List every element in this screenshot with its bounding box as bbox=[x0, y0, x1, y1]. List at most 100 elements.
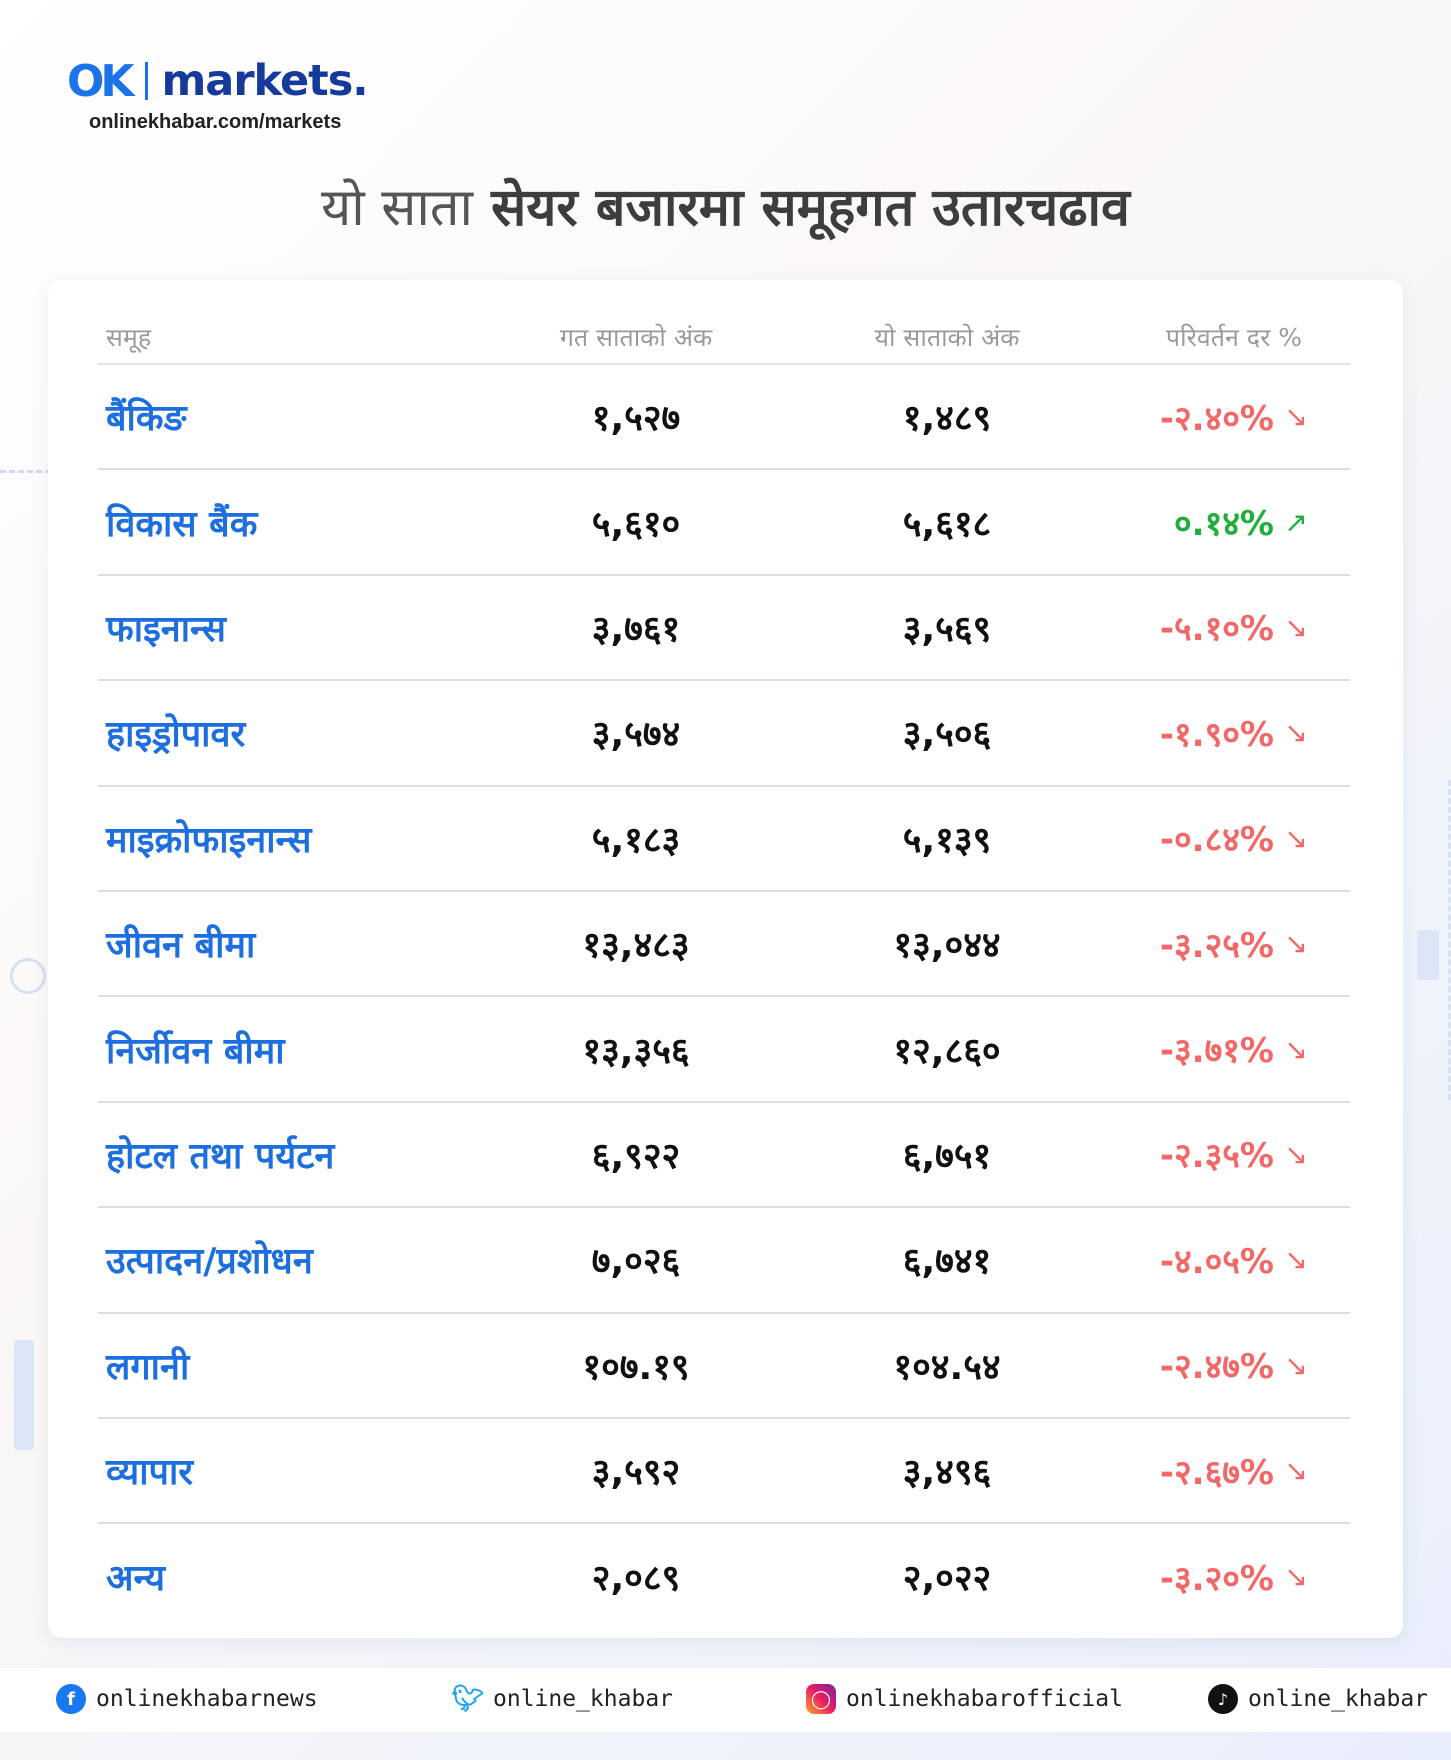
group-name: होटल तथा पर्यटन bbox=[106, 1135, 335, 1177]
last-week-value: १,५२७ bbox=[591, 398, 681, 440]
this-week-value: ६,७४१ bbox=[902, 1241, 992, 1283]
this-week-value: ५,१३९ bbox=[902, 819, 992, 861]
facebook-icon: f bbox=[56, 1684, 86, 1714]
change-cell: -२.३५% ↘ bbox=[1100, 1131, 1350, 1177]
group-name: अन्य bbox=[106, 1558, 166, 1600]
arrow-down-right-icon: ↘ bbox=[1284, 927, 1308, 961]
table-row: उत्पादन/प्रशोधन ७,०२६ ६,७४१ -४.०५% ↘ bbox=[98, 1208, 1350, 1314]
table-row: निर्जीवन बीमा १३,३५६ १२,८६० -३.७१% ↘ bbox=[98, 997, 1350, 1103]
social-footer: f onlinekhabarnews 🐦︎ online_khabar ◯ on… bbox=[0, 1668, 1451, 1732]
last-week-value: १३,३५६ bbox=[582, 1030, 690, 1072]
change-cell: -५.१०% ↘ bbox=[1100, 604, 1350, 650]
change-percent: -५.१०% bbox=[1159, 609, 1274, 650]
background-dashed-line bbox=[1411, 780, 1451, 1100]
change-cell: -०.८४% ↘ bbox=[1100, 815, 1350, 861]
group-name: बैंकिङ bbox=[106, 398, 187, 440]
change-cell: -२.४०% ↘ bbox=[1100, 394, 1350, 440]
social-facebook[interactable]: f onlinekhabarnews bbox=[56, 1684, 318, 1714]
twitter-icon: 🐦︎ bbox=[451, 1684, 485, 1714]
arrow-down-right-icon: ↘ bbox=[1284, 821, 1308, 855]
last-week-value: ६,९२२ bbox=[591, 1135, 681, 1177]
group-name: लगानी bbox=[106, 1346, 190, 1388]
table-row: अन्य २,०८९ २,०२२ -३.२०% ↘ bbox=[98, 1524, 1350, 1629]
group-name: माइक्रोफाइनान्स bbox=[106, 819, 312, 861]
arrow-down-right-icon: ↘ bbox=[1284, 610, 1308, 644]
last-week-value: ५,१८३ bbox=[591, 819, 681, 861]
logo-markets-wordmark: markets. bbox=[161, 56, 369, 106]
social-tiktok[interactable]: ♪ online_khabar bbox=[1208, 1684, 1428, 1714]
brand-logo: OK markets. bbox=[67, 55, 369, 107]
table-row: फाइनान्स ३,७६१ ३,५६९ -५.१०% ↘ bbox=[98, 576, 1350, 682]
change-percent: -३.२५% bbox=[1159, 925, 1274, 966]
title-light-part: यो साता bbox=[321, 178, 473, 238]
arrow-down-right-icon: ↘ bbox=[1284, 716, 1308, 750]
this-week-value: १,४८९ bbox=[902, 398, 992, 440]
header-group: समूह bbox=[106, 322, 152, 352]
table-row: बैंकिङ १,५२७ १,४८९ -२.४०% ↘ bbox=[98, 365, 1350, 471]
last-week-value: ३,७६१ bbox=[591, 608, 681, 650]
change-cell: -२.४७% ↘ bbox=[1100, 1342, 1350, 1388]
arrow-down-right-icon: ↘ bbox=[1284, 400, 1308, 434]
table-body: बैंकिङ १,५२७ १,४८९ -२.४०% ↘ विकास बैंक ५,६१० ५,… bbox=[98, 365, 1350, 1630]
background-candle-decoration bbox=[1417, 930, 1439, 980]
group-name: फाइनान्स bbox=[106, 608, 226, 650]
group-name: निर्जीवन बीमा bbox=[106, 1030, 285, 1072]
last-week-value: १३,४८३ bbox=[582, 925, 690, 967]
arrow-down-right-icon: ↘ bbox=[1284, 1454, 1308, 1488]
arrow-down-right-icon: ↘ bbox=[1284, 1348, 1308, 1382]
header-change: परिवर्तन दर % bbox=[1165, 322, 1302, 352]
brand-header: OK markets. onlinekhabar.com/markets bbox=[67, 55, 369, 134]
this-week-value: १३,०४४ bbox=[893, 925, 1001, 967]
last-week-value: २,०८९ bbox=[591, 1558, 681, 1600]
social-twitter[interactable]: 🐦︎ online_khabar bbox=[451, 1684, 674, 1714]
header-this-week: यो साताको अंक bbox=[874, 322, 1020, 352]
change-cell: -३.२५% ↘ bbox=[1100, 921, 1350, 967]
facebook-handle: onlinekhabarnews bbox=[96, 1686, 318, 1712]
change-percent: -२.३५% bbox=[1159, 1136, 1274, 1177]
twitter-handle: online_khabar bbox=[493, 1686, 674, 1712]
group-name: उत्पादन/प्रशोधन bbox=[106, 1241, 313, 1283]
change-percent: -३.७१% bbox=[1159, 1031, 1274, 1072]
arrow-down-right-icon: ↘ bbox=[1284, 1032, 1308, 1066]
this-week-value: ३,५०६ bbox=[902, 714, 992, 756]
arrow-down-right-icon: ↘ bbox=[1284, 1243, 1308, 1277]
group-name: विकास बैंक bbox=[106, 503, 258, 545]
instagram-icon: ◯ bbox=[806, 1684, 836, 1714]
this-week-value: १०४.५४ bbox=[893, 1346, 1001, 1388]
page-title: यो साता सेयर बजारमा समूहगत उतारचढाव bbox=[0, 170, 1451, 241]
table-row: हाइड्रोपावर ३,५७४ ३,५०६ -१.९०% ↘ bbox=[98, 681, 1350, 787]
this-week-value: ३,५६९ bbox=[902, 608, 992, 650]
change-cell: -१.९०% ↘ bbox=[1100, 710, 1350, 756]
this-week-value: २,०२२ bbox=[902, 1558, 992, 1600]
title-bold-part: सेयर बजारमा समूहगत उतारचढाव bbox=[491, 178, 1130, 238]
change-percent: ०.१४% bbox=[1173, 504, 1274, 545]
this-week-value: ३,४९६ bbox=[902, 1452, 992, 1494]
table-row: जीवन बीमा १३,४८३ १३,०४४ -३.२५% ↘ bbox=[98, 892, 1350, 998]
logo-ok-mark: OK bbox=[67, 55, 134, 107]
change-cell: -४.०५% ↘ bbox=[1100, 1237, 1350, 1283]
table-row: व्यापार ३,५९२ ३,४९६ -२.६७% ↘ bbox=[98, 1419, 1350, 1525]
background-candle-decoration bbox=[14, 1340, 34, 1450]
table-header: समूह गत साताको अंक यो साताको अंक परिवर्त… bbox=[98, 280, 1350, 365]
sector-index-card: समूह गत साताको अंक यो साताको अंक परिवर्त… bbox=[48, 280, 1403, 1638]
social-instagram[interactable]: ◯ onlinekhabarofficial bbox=[806, 1684, 1123, 1714]
last-week-value: ५,६१० bbox=[591, 503, 681, 545]
change-percent: -२.४७% bbox=[1159, 1347, 1274, 1388]
sector-index-table: समूह गत साताको अंक यो साताको अंक परिवर्त… bbox=[98, 280, 1350, 1630]
this-week-value: १२,८६० bbox=[893, 1030, 1001, 1072]
group-name: जीवन बीमा bbox=[106, 925, 256, 967]
last-week-value: १०७.१९ bbox=[582, 1346, 690, 1388]
change-percent: -२.६७% bbox=[1159, 1452, 1274, 1493]
brand-url: onlinekhabar.com/markets bbox=[89, 111, 342, 133]
arrow-down-right-icon: ↘ bbox=[1284, 1560, 1308, 1594]
group-name: हाइड्रोपावर bbox=[106, 714, 246, 756]
table-row: लगानी १०७.१९ १०४.५४ -२.४७% ↘ bbox=[98, 1314, 1350, 1419]
change-percent: -३.२०% bbox=[1159, 1558, 1274, 1599]
change-cell: -३.२०% ↘ bbox=[1100, 1554, 1350, 1600]
instagram-handle: onlinekhabarofficial bbox=[846, 1686, 1123, 1712]
arrow-up-right-icon: ↗ bbox=[1284, 505, 1308, 539]
logo-separator bbox=[144, 62, 148, 100]
change-percent: -२.४०% bbox=[1159, 398, 1274, 439]
table-row: माइक्रोफाइनान्स ५,१८३ ५,१३९ -०.८४% ↘ bbox=[98, 787, 1350, 892]
change-cell: -३.७१% ↘ bbox=[1100, 1026, 1350, 1072]
